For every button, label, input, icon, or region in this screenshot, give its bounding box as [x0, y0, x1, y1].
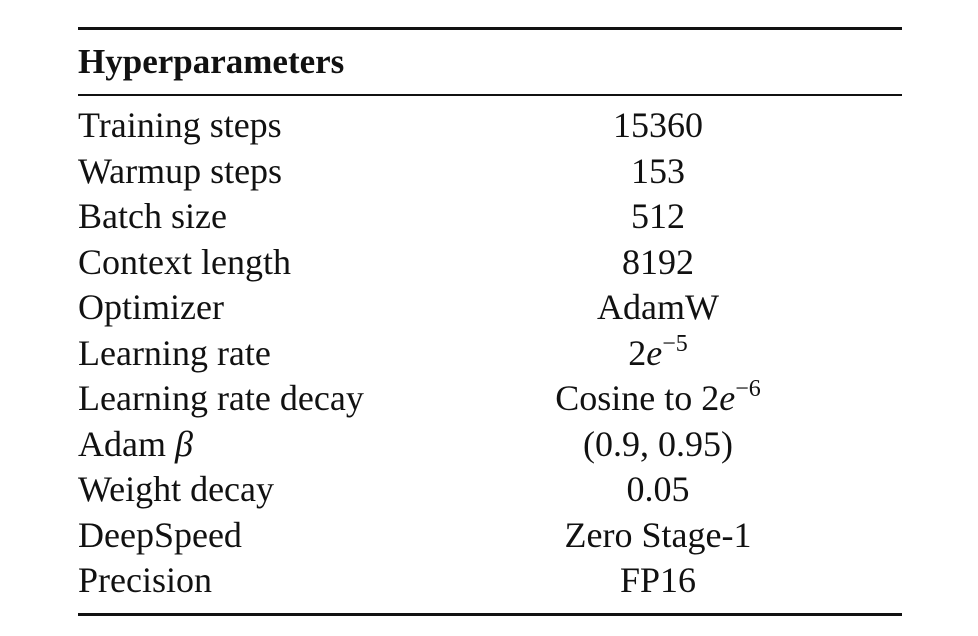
param-value: FP16: [458, 558, 858, 604]
param-value: 0.05: [458, 467, 858, 513]
param-name: Learning rate: [78, 331, 271, 377]
param-name-text: Precision: [78, 560, 212, 600]
param-name: Optimizer: [78, 285, 224, 331]
param-name: Learning rate decay: [78, 376, 364, 422]
param-value-text: 8192: [622, 241, 694, 282]
table-row: Learning rate decay Cosine to 2e−6: [78, 376, 902, 422]
param-value: Cosine to 2e−6: [458, 376, 858, 427]
param-name-text: Optimizer: [78, 287, 224, 327]
param-name-text: Training steps: [78, 105, 282, 145]
table-row: DeepSpeed Zero Stage-1: [78, 513, 902, 559]
top-rule: [78, 27, 902, 30]
param-value-text: Zero Stage-1: [564, 514, 752, 555]
param-value-exponent: −5: [662, 330, 688, 357]
param-name: Training steps: [78, 103, 282, 149]
table-row: Training steps 15360: [78, 103, 902, 149]
param-value: 512: [458, 194, 858, 240]
param-value-symbol: e: [646, 332, 663, 373]
table-row: Warmup steps 153: [78, 149, 902, 195]
param-value-text: AdamW: [597, 287, 719, 327]
param-value-text: 0.05: [626, 469, 690, 509]
param-value-text: 15360: [613, 105, 703, 145]
param-name-text: Context length: [78, 241, 291, 282]
param-name-text: Learning rate decay: [78, 378, 364, 418]
param-value-text: Cosine to 2: [555, 378, 720, 418]
param-name: Adam β: [78, 422, 193, 468]
param-name-text: DeepSpeed: [78, 514, 242, 555]
table-row: Context length 8192: [78, 240, 902, 286]
table-header: Hyperparameters: [78, 42, 345, 81]
param-name-text: Warmup steps: [78, 150, 283, 191]
param-value-exponent: −6: [735, 376, 761, 402]
table-row: Adam β (0.9, 0.95): [78, 422, 902, 468]
param-value-text: 512: [631, 196, 685, 236]
param-name-text: Learning rate: [78, 332, 271, 373]
param-value: 153: [458, 149, 858, 195]
bottom-rule: [78, 613, 902, 616]
param-value-text: 153: [631, 150, 685, 191]
param-name: Weight decay: [78, 467, 274, 513]
param-name: Context length: [78, 240, 291, 286]
table-row: Weight decay 0.05: [78, 467, 902, 513]
param-value-symbol: e: [719, 378, 736, 418]
param-value: (0.9, 0.95): [458, 422, 858, 468]
param-name: Warmup steps: [78, 149, 282, 195]
param-value: Zero Stage-1: [458, 513, 858, 559]
param-name: Precision: [78, 558, 212, 604]
param-value: 8192: [458, 240, 858, 286]
param-value: 15360: [458, 103, 858, 149]
param-name: Batch size: [78, 194, 227, 240]
table-row: Batch size 512: [78, 194, 902, 240]
header-rule: [78, 94, 902, 96]
param-value-text: 2: [628, 332, 647, 373]
table-row: Optimizer AdamW: [78, 285, 902, 331]
param-value-text: (0.9, 0.95): [583, 423, 733, 464]
param-name-symbol: β: [174, 423, 193, 464]
param-value-text: FP16: [619, 560, 697, 600]
table-row: Precision FP16: [78, 558, 902, 604]
param-name-text: Adam: [78, 423, 175, 464]
param-name-text: Batch size: [78, 196, 227, 236]
param-value: AdamW: [458, 285, 858, 331]
table-row: Learning rate 2e−5: [78, 331, 902, 377]
param-name: DeepSpeed: [78, 513, 242, 559]
param-name-text: Weight decay: [78, 469, 275, 509]
param-value: 2e−5: [458, 331, 858, 382]
